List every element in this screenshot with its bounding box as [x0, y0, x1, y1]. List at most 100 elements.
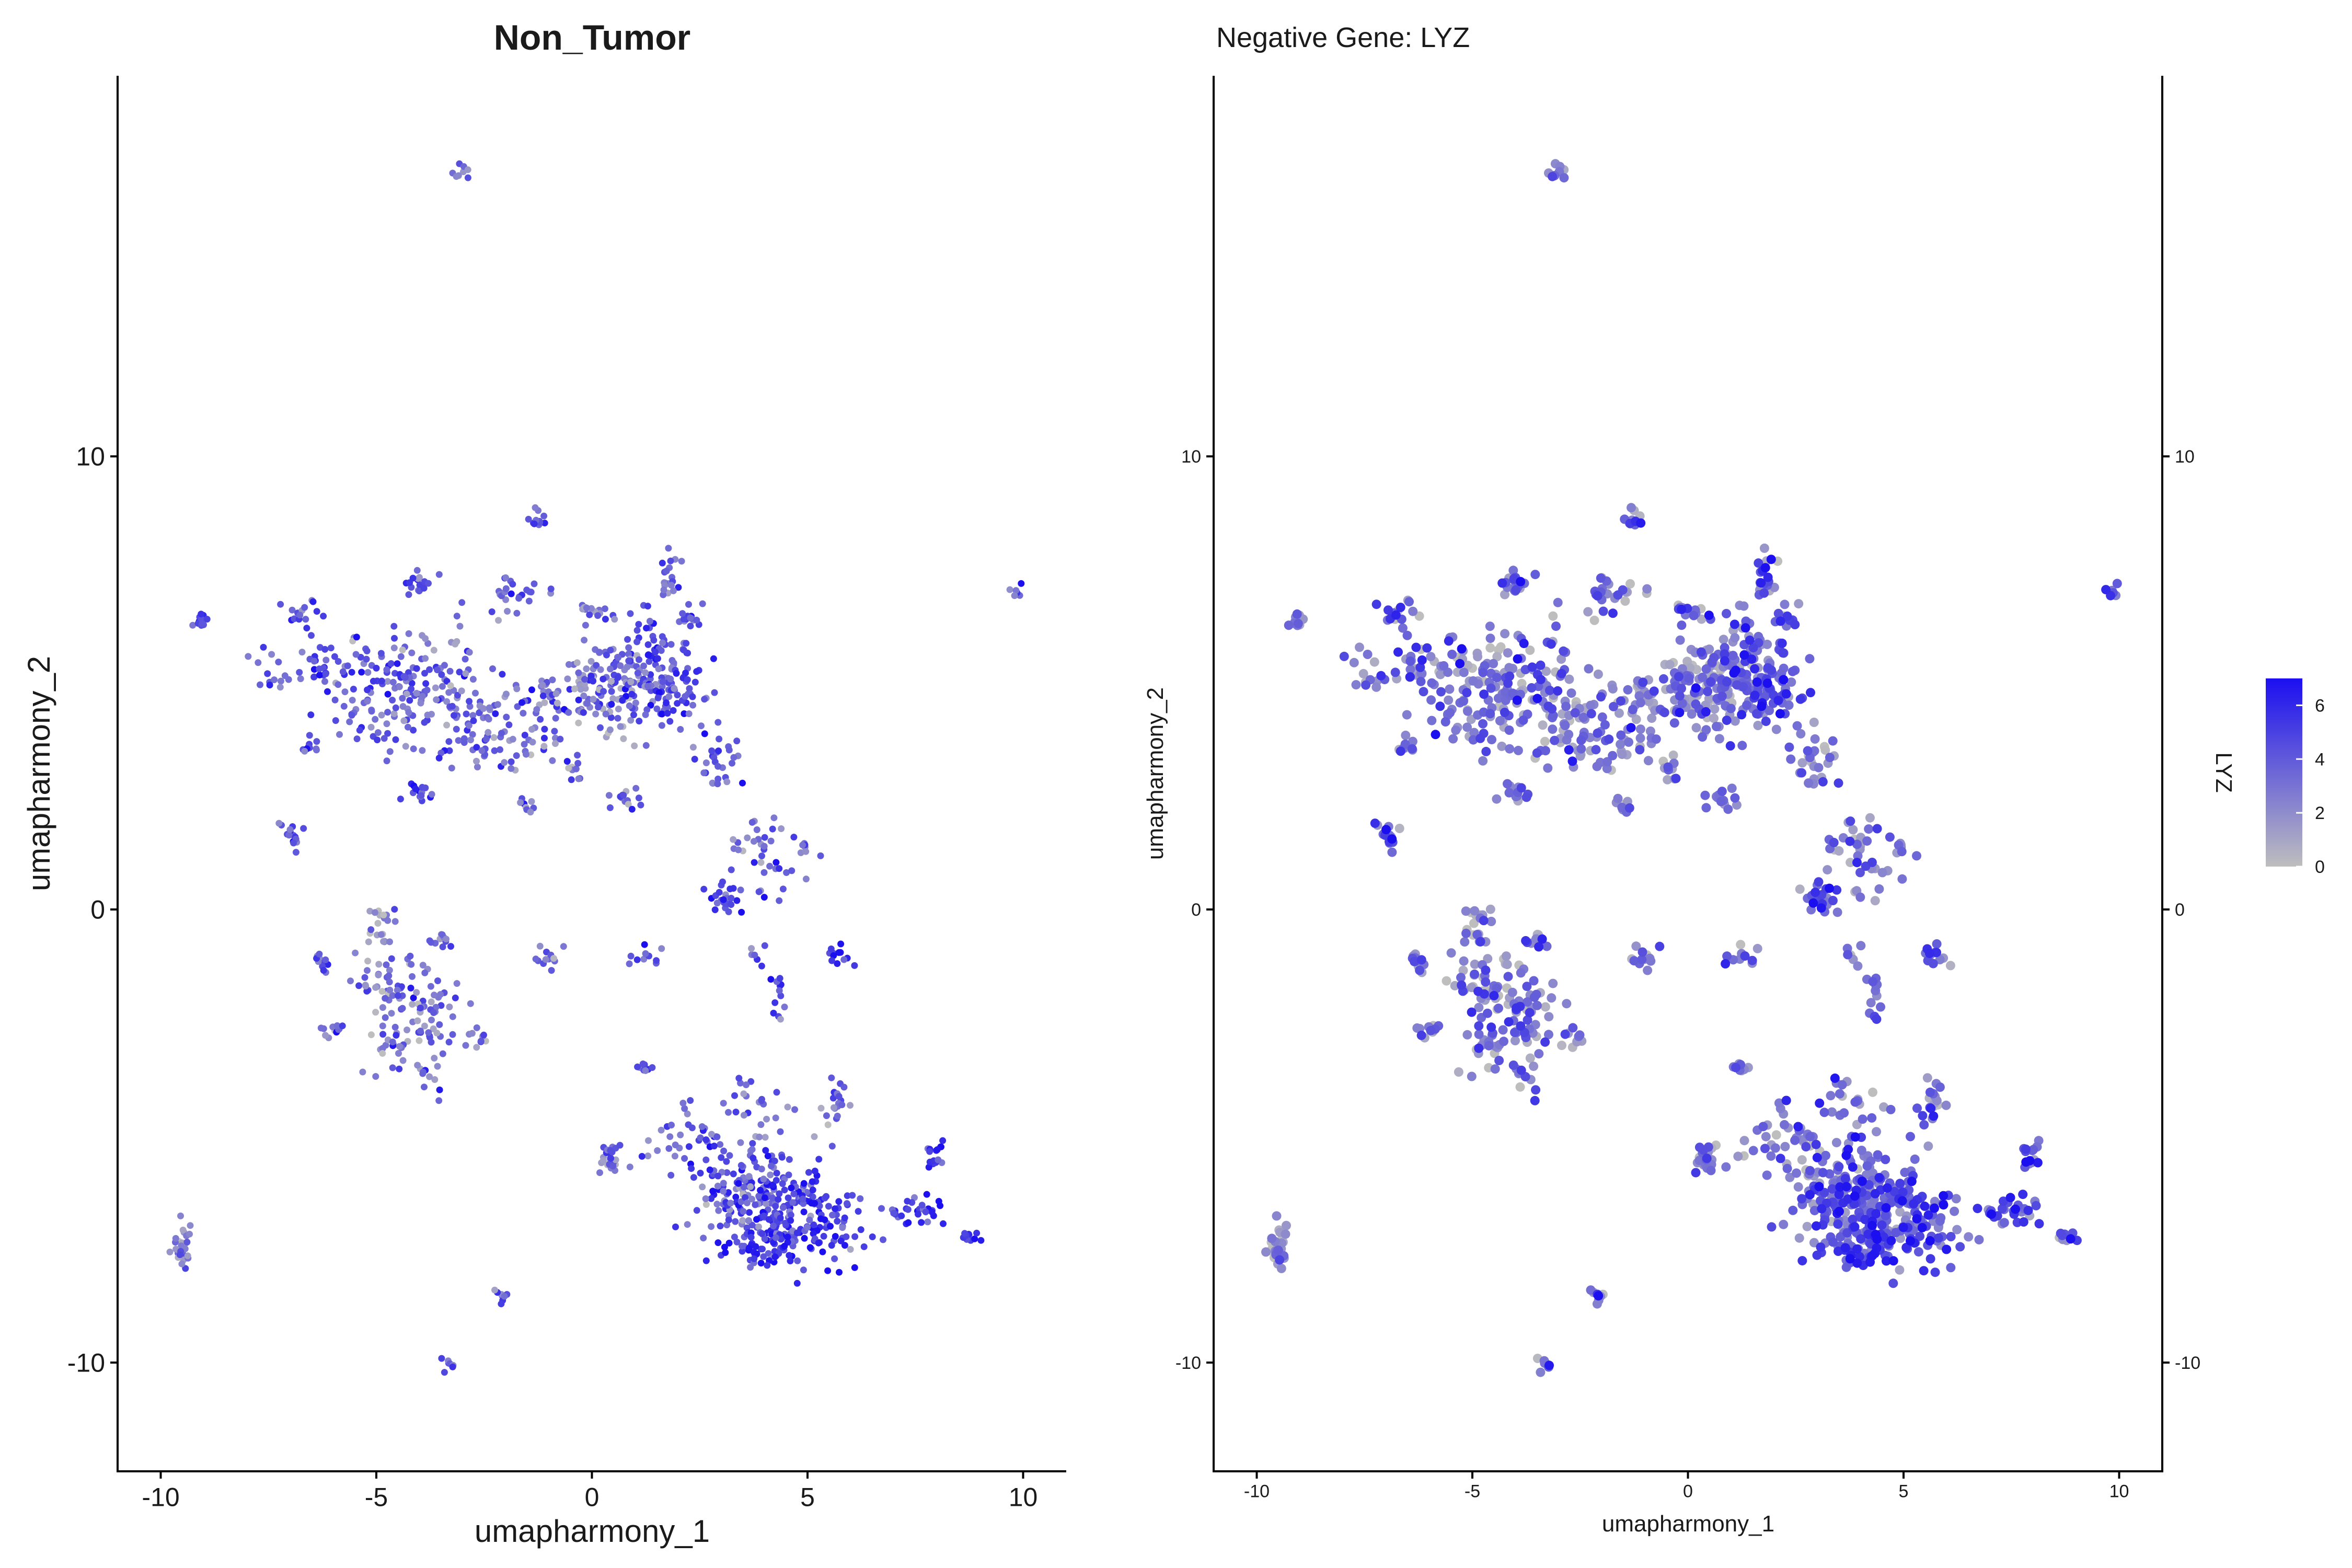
left-scatter-point — [825, 1203, 832, 1210]
right-scatter-point — [1396, 603, 1405, 613]
left-scatter-point — [684, 1110, 691, 1117]
left-scatter-point — [607, 1155, 615, 1162]
left-scatter-point — [672, 1223, 679, 1230]
right-scatter-point — [1416, 1030, 1426, 1040]
left-scatter-point — [665, 693, 673, 700]
right-scatter-point — [1405, 672, 1415, 682]
left-scatter-point — [281, 672, 289, 679]
left-scatter-point — [781, 1186, 788, 1194]
right-scatter-point — [1598, 606, 1608, 616]
right-x-tick-label: 5 — [1899, 1482, 1909, 1502]
right-scatter-point — [1474, 1021, 1484, 1031]
right-scatter-point — [1719, 635, 1728, 644]
right-scatter-point — [1871, 1209, 1881, 1219]
left-scatter-point — [317, 1024, 325, 1032]
left-scatter-point — [449, 1031, 456, 1038]
left-scatter-point — [699, 1183, 706, 1191]
left-scatter-point — [497, 746, 503, 753]
left-scatter-point — [513, 609, 521, 617]
left-scatter-point — [801, 1235, 808, 1242]
right-scatter-point — [1447, 650, 1457, 659]
right-scatter-point — [1459, 667, 1469, 677]
left-scatter-point — [758, 1166, 765, 1173]
right-scatter-point — [1402, 710, 1412, 720]
left-scatter-point — [767, 1171, 774, 1179]
right-scatter-point — [1699, 1145, 1709, 1155]
left-scatter-point — [309, 598, 317, 605]
left-scatter-point — [756, 1133, 763, 1140]
right-scatter-point — [1276, 1263, 1286, 1273]
right-scatter-point — [1628, 705, 1638, 714]
right-scatter-point — [1503, 779, 1512, 789]
right-scatter-point — [1484, 1041, 1494, 1051]
right-scatter-point — [1867, 858, 1877, 867]
left-scatter-point — [565, 765, 572, 771]
left-scatter-point — [750, 1155, 757, 1162]
right-scatter-point — [1405, 664, 1415, 674]
left-scatter-point — [310, 673, 318, 681]
left-scatter-point — [407, 952, 414, 960]
left-scatter-point — [720, 1100, 727, 1107]
right-scatter-point — [1479, 916, 1489, 926]
left-scatter-point — [819, 1248, 826, 1255]
left-scatter-point — [391, 918, 399, 925]
left-scatter-point — [306, 732, 313, 739]
left-scatter-point — [473, 1044, 480, 1051]
right-scatter-point — [1416, 955, 1426, 965]
right-scatter-point — [1608, 684, 1618, 694]
right-scatter-point — [1504, 1017, 1514, 1027]
left-scatter-point — [639, 1060, 647, 1067]
right-scatter-point — [1703, 687, 1713, 696]
left-scatter-point — [714, 780, 721, 788]
left-scatter-point — [446, 747, 453, 754]
right-scatter-point — [1481, 965, 1491, 975]
left-scatter-point — [348, 711, 355, 719]
left-scatter-point — [603, 651, 610, 659]
left-scatter-point — [723, 778, 731, 786]
right-scatter-point — [1261, 1247, 1271, 1257]
left-scatter-point — [646, 618, 653, 625]
right-scatter-point — [1444, 636, 1454, 646]
left-scatter-point — [419, 693, 426, 700]
left-scatter-point — [465, 722, 472, 729]
right-scatter-point — [1536, 1367, 1546, 1377]
left-scatter-point — [626, 960, 633, 967]
right-scatter-point — [1503, 678, 1513, 688]
right-scatter-point — [1951, 1194, 1961, 1204]
right-scatter-point — [1760, 563, 1770, 573]
right-x-tick-label: -10 — [1244, 1482, 1270, 1502]
left-scatter-point — [363, 987, 371, 995]
right-scatter-point — [1788, 666, 1797, 676]
right-scatter-point — [1576, 735, 1586, 745]
right-scatter-point — [2019, 1217, 2028, 1227]
left-scatter-point — [860, 1243, 868, 1250]
left-scatter-point — [335, 681, 342, 688]
left-scatter-point — [615, 706, 622, 712]
left-scatter-point — [532, 504, 539, 511]
left-scatter-point — [718, 1154, 725, 1161]
right-scatter-point — [1675, 635, 1685, 645]
right-scatter-point — [1613, 793, 1623, 803]
right-scatter-point — [1864, 824, 1874, 834]
left-scatter-point — [777, 1016, 784, 1023]
right-scatter-point — [1627, 503, 1636, 513]
left-scatter-point — [583, 604, 590, 612]
left-scatter-point — [377, 931, 385, 938]
right-scatter-point — [1467, 1007, 1477, 1017]
left-scatter-point — [332, 717, 339, 724]
right-scatter-point — [1503, 648, 1513, 658]
left-scatter-point — [649, 1064, 656, 1071]
right-scatter-point — [1774, 1098, 1784, 1108]
left-chart-title: Non_Tumor — [494, 18, 691, 57]
right-scatter-point — [1543, 763, 1553, 773]
right-scatter-point — [1635, 724, 1645, 734]
left-scatter-point — [1018, 580, 1025, 587]
left-scatter-point — [776, 865, 783, 872]
left-scatter-point — [528, 686, 535, 694]
left-scatter-point — [720, 1147, 728, 1155]
left-scatter-point — [371, 909, 378, 916]
left-scatter-point — [308, 632, 315, 639]
left-scatter-point — [384, 730, 391, 737]
right-scatter-point — [1845, 1254, 1855, 1264]
left-scatter-point — [607, 647, 614, 654]
